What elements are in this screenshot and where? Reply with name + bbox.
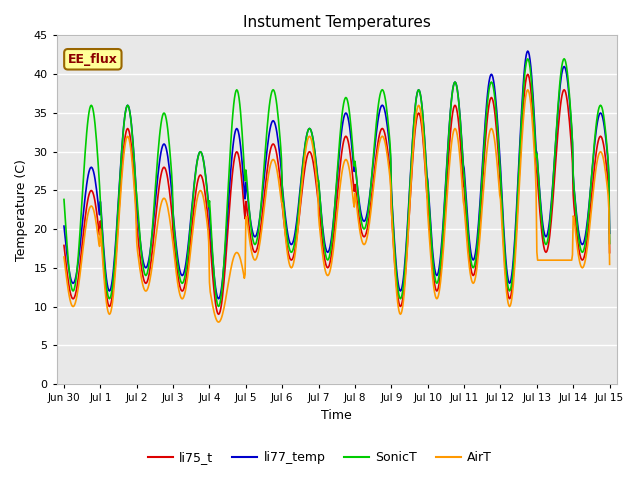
AirT [180,294,188,300]
X-axis label: Time: Time [321,409,352,422]
li77_temp [180,271,188,276]
li77_temp [60,223,68,229]
Line: AirT: AirT [64,90,610,322]
li75_t [557,98,565,104]
AirT [382,144,390,150]
Line: li77_temp: li77_temp [64,51,610,299]
li75_t [204,208,211,214]
li75_t [215,312,223,317]
li75_t [606,250,614,255]
Legend: li75_t, li77_temp, SonicT, AirT: li75_t, li77_temp, SonicT, AirT [143,446,497,469]
li75_t [436,276,444,281]
SonicT [329,225,337,231]
SonicT [180,278,188,284]
li75_t [60,242,68,248]
AirT [60,254,68,260]
AirT [606,262,614,267]
Line: li75_t: li75_t [64,74,610,314]
li77_temp [606,230,614,236]
AirT [436,285,444,290]
SonicT [204,190,211,195]
li77_temp [524,48,532,54]
li77_temp [436,260,444,265]
AirT [557,257,565,263]
AirT [524,87,532,93]
Y-axis label: Temperature (C): Temperature (C) [15,159,28,261]
SonicT [560,56,568,61]
li75_t [180,286,188,292]
li77_temp [329,222,337,228]
Line: SonicT: SonicT [64,59,610,307]
li75_t [382,137,390,143]
li77_temp [382,114,390,120]
li77_temp [557,75,565,81]
SonicT [60,197,68,203]
SonicT [557,75,564,81]
SonicT [436,267,444,273]
li77_temp [215,296,223,301]
li75_t [524,72,532,77]
SonicT [382,101,390,107]
li75_t [329,239,337,245]
Text: EE_flux: EE_flux [68,53,118,66]
Title: Instument Temperatures: Instument Temperatures [243,15,431,30]
AirT [215,319,223,325]
SonicT [215,304,223,310]
AirT [204,221,211,227]
SonicT [606,240,614,246]
AirT [329,250,337,256]
li77_temp [204,187,211,193]
